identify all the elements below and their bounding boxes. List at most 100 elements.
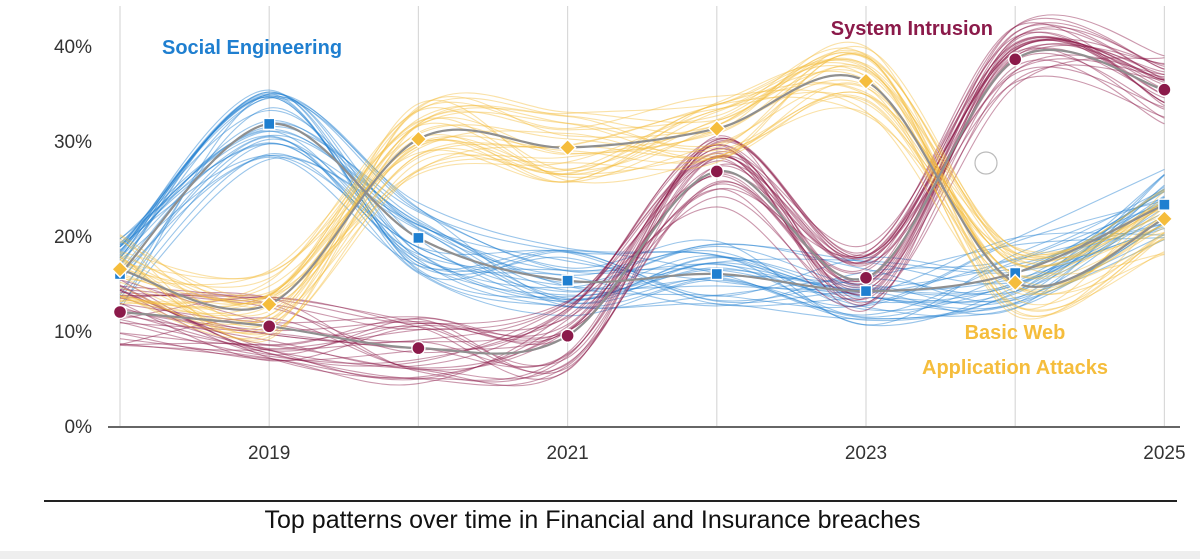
- data-point: [710, 267, 723, 281]
- sample-curve: [119, 143, 1165, 308]
- sample-curve: [119, 22, 1165, 381]
- sample-curve: [119, 154, 1165, 303]
- sample-curve: [119, 93, 1165, 297]
- sample-curve: [119, 59, 1165, 341]
- sample-curve: [119, 155, 1165, 293]
- sample-curve: [119, 64, 1165, 387]
- sample-curve: [119, 53, 1165, 308]
- sample-curve: [119, 58, 1165, 309]
- data-point: [1157, 82, 1172, 97]
- sample-curve: [119, 14, 1165, 325]
- series-label-line: Application Attacks: [922, 357, 1108, 379]
- sample-curve: [119, 95, 1165, 317]
- sample-curve: [119, 109, 1165, 285]
- series-label-line: Social Engineering: [162, 37, 342, 59]
- sample-curve: [119, 26, 1165, 352]
- y-tick-label: 20%: [54, 227, 92, 248]
- x-tick-label: 2019: [248, 443, 290, 464]
- band-group: [119, 14, 1165, 387]
- sample-curve: [119, 130, 1165, 304]
- sample-curve: [119, 142, 1165, 315]
- sample-curve: [119, 82, 1165, 318]
- sample-curve: [119, 153, 1165, 298]
- sample-curve: [119, 94, 1165, 291]
- data-point: [707, 119, 726, 138]
- data-point: [857, 72, 875, 91]
- sample-curve: [119, 24, 1165, 380]
- series-labels: Social Engineering System Intrusion Basic …: [162, 18, 1108, 379]
- sample-curve: [119, 91, 1165, 309]
- sample-curve: [119, 47, 1165, 381]
- sample-curve: [119, 143, 1165, 307]
- data-point: [260, 295, 279, 314]
- sample-curve: [119, 36, 1165, 343]
- sample-curve: [119, 43, 1165, 339]
- y-tick-label: 0%: [65, 417, 93, 438]
- sample-curve: [119, 93, 1165, 326]
- sample-curve: [119, 83, 1165, 328]
- data-point: [112, 304, 128, 320]
- data-point: [412, 231, 425, 245]
- x-tick-label: 2025: [1143, 443, 1185, 464]
- sample-curve: [119, 54, 1165, 362]
- sample-curve: [119, 97, 1165, 304]
- uncertainty-bands: [119, 14, 1165, 387]
- sample-curve: [119, 39, 1165, 373]
- sample-curve: [119, 17, 1165, 365]
- series-label: Basic Web Application Attacks: [922, 322, 1108, 379]
- sample-curve: [119, 107, 1165, 321]
- sample-curve: [119, 89, 1165, 311]
- sample-curve: [119, 95, 1165, 340]
- sample-curve: [119, 47, 1165, 331]
- sample-curve: [119, 91, 1165, 314]
- data-point: [709, 164, 724, 179]
- series-label-line: System Intrusion: [831, 18, 993, 40]
- band-group: [119, 89, 1165, 327]
- data-point: [263, 117, 276, 131]
- data-point: [1155, 209, 1174, 228]
- data-point: [859, 284, 873, 298]
- data-point: [409, 130, 428, 149]
- data-point: [560, 328, 575, 343]
- sample-curve: [119, 138, 1165, 291]
- sample-curve: [119, 47, 1165, 343]
- chart: 0% 10% 20% 30% 40% 2019 2021 2023 2025 Social En…: [54, 6, 1186, 464]
- sample-curve: [119, 66, 1165, 368]
- sample-curve: [119, 134, 1165, 309]
- data-point: [262, 319, 277, 334]
- sample-curve: [119, 39, 1165, 354]
- data-point: [411, 340, 426, 356]
- sample-curve: [119, 59, 1165, 367]
- sample-curve: [119, 157, 1165, 305]
- sample-curve: [119, 91, 1165, 316]
- chart-caption: Top patterns over time in Financial and …: [264, 506, 921, 534]
- sample-curve: [119, 53, 1165, 317]
- y-tick-label: 10%: [54, 322, 92, 343]
- data-point: [1006, 273, 1025, 292]
- data-point: [558, 138, 577, 157]
- data-point: [1008, 52, 1023, 67]
- sample-curve: [119, 81, 1165, 336]
- sample-curve: [119, 57, 1165, 335]
- sample-curve: [119, 54, 1165, 305]
- sample-curve: [119, 61, 1165, 305]
- y-tick-label: 30%: [54, 132, 92, 153]
- x-tick-label: 2023: [845, 443, 887, 464]
- series-label: Social Engineering: [162, 37, 342, 59]
- sample-curve: [119, 79, 1165, 302]
- hollow-marker: [974, 151, 998, 175]
- sample-curve: [119, 36, 1165, 331]
- sample-curve: [119, 96, 1165, 307]
- axes: 0% 10% 20% 30% 40% 2019 2021 2023 2025: [54, 37, 1186, 464]
- sample-curve: [119, 135, 1165, 308]
- sample-curve: [119, 58, 1165, 288]
- series-line: [119, 48, 1165, 355]
- sample-curve: [119, 49, 1165, 317]
- sample-curve: [119, 57, 1165, 367]
- sample-curve: [119, 51, 1165, 343]
- sample-curve: [119, 58, 1165, 368]
- sample-curve: [119, 38, 1165, 369]
- sample-curve: [119, 70, 1165, 280]
- series-label: System Intrusion: [831, 18, 993, 40]
- sample-curve: [119, 89, 1165, 320]
